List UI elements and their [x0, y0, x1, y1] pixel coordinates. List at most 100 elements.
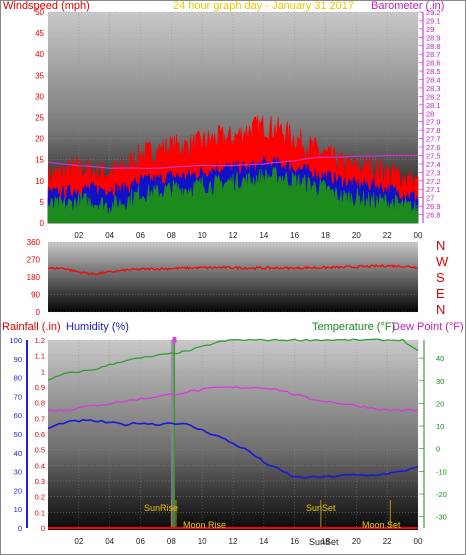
direction-tick-label: 270 — [27, 256, 41, 265]
direction-tick-label: 180 — [27, 273, 41, 282]
temperature-axis-label: Temperature (°F) — [312, 321, 396, 333]
barometer-tick-label: 28 — [426, 109, 434, 118]
wind-x-tick-label: 02 — [74, 231, 83, 240]
wind-x-tick-label: 22 — [383, 231, 392, 240]
wind-tick-label: 15 — [35, 156, 44, 165]
barometer-tick-label: 27.2 — [426, 177, 441, 186]
barometer-tick-label: 28.7 — [426, 50, 441, 59]
barometer-tick-label: 29.1 — [426, 16, 441, 25]
rain-tick-label: 0.8 — [35, 399, 45, 408]
temp-tick-label: -30 — [436, 513, 447, 522]
climate-x-tick-label: 06 — [136, 537, 145, 546]
temp-tick-label: -20 — [436, 490, 447, 499]
humidity-tick-label: 80 — [14, 374, 22, 383]
climate-x-tick-label: 10 — [198, 537, 207, 546]
direction-tick-label: 360 — [27, 238, 41, 247]
wind-x-tick-label: 14 — [259, 231, 268, 240]
direction-s: S — [436, 270, 445, 285]
barometer-tick-label: 26.8 — [426, 211, 441, 220]
wind-tick-label: 10 — [35, 177, 44, 186]
rain-tick-label: 1.1 — [35, 352, 45, 361]
barometer-tick-label: 27.7 — [426, 135, 441, 144]
humidity-tick-label: 10 — [14, 505, 22, 514]
rain-tick-label: 0.2 — [35, 493, 45, 502]
time-cursor-handle — [172, 337, 177, 343]
temperature-line — [47, 338, 419, 381]
humidity-tick-label: 90 — [14, 355, 22, 364]
wind-x-tick-label: 20 — [352, 231, 361, 240]
barometer-line — [47, 154, 419, 170]
wind-x-tick-label: 06 — [136, 231, 145, 240]
barometer-tick-label: 29.2 — [426, 8, 441, 17]
temp-tick-label: 0 — [436, 445, 440, 454]
humidity-tick-label: 0 — [18, 524, 22, 533]
wind-x-tick-label: 04 — [105, 231, 114, 240]
climate-x-tick-label: 14 — [259, 537, 268, 546]
climate-x-tick-label: 00 — [414, 537, 423, 546]
humidity-line — [47, 418, 419, 479]
rain-tick-label: 0.7 — [35, 414, 45, 423]
humidity-tick-label: 40 — [14, 449, 22, 458]
time-cursor-band — [170, 340, 175, 528]
wind-x-tick-label: 00 — [414, 231, 423, 240]
wind-speed-area — [47, 166, 419, 224]
temp-tick-label: 30 — [436, 377, 444, 386]
wind-tick-label: 40 — [35, 50, 44, 59]
barometer-tick-label: 26.9 — [426, 202, 441, 211]
rain-tick-label: 0 — [41, 524, 45, 533]
wind-tick-label: 20 — [35, 135, 44, 144]
barometer-tick-label: 27.4 — [426, 160, 441, 169]
moonrise-label: Moon Rise — [183, 520, 227, 530]
humidity-tick-label: 100 — [9, 336, 22, 345]
wind-tick-label: 0 — [40, 219, 45, 228]
wind-x-tick-label: 08 — [167, 231, 176, 240]
chart-title: 24 hour graph day - January 31 2017 — [173, 0, 355, 12]
climate-x-tick-label: 04 — [105, 537, 114, 546]
rain-tick-label: 0.3 — [35, 477, 45, 486]
rain-tick-label: 0.4 — [35, 461, 45, 470]
wind-tick-label: 25 — [35, 114, 44, 123]
barometer-tick-label: 27.3 — [426, 168, 441, 177]
wind-tick-label: 5 — [40, 198, 45, 207]
wind-tick-label: 50 — [35, 8, 44, 17]
humidity-tick-label: 20 — [14, 486, 22, 495]
chart-marks — [47, 115, 419, 529]
rain-tick-label: 0.9 — [35, 383, 45, 392]
dewpoint-line — [47, 386, 419, 412]
wind-tick-label: 45 — [35, 29, 44, 38]
direction-plot-area — [48, 242, 418, 312]
climate-x-tick-label: 16 — [290, 537, 299, 546]
climate-plot-area — [48, 340, 418, 530]
barometer-tick-label: 27.1 — [426, 185, 441, 194]
barometer-tick-label: 28.6 — [426, 59, 441, 68]
direction-tick-label: 0 — [36, 308, 41, 317]
humidity-tick-label: 70 — [14, 392, 22, 401]
temp-tick-label: 10 — [436, 422, 444, 431]
climate-x-tick-label: 20 — [352, 537, 361, 546]
rain-tick-label: 0.5 — [35, 446, 45, 455]
climate-x-tick-label: 12 — [229, 537, 238, 546]
humidity-tick-label: 30 — [14, 468, 22, 477]
direction-n-bottom: N — [436, 302, 446, 317]
wind-x-tick-label: 10 — [198, 231, 207, 240]
direction-w: W — [436, 254, 449, 269]
moonset-label: Moon Set — [362, 520, 401, 530]
barometer-tick-label: 28.2 — [426, 92, 441, 101]
humidity-tick-label: 50 — [14, 430, 22, 439]
temp-tick-label: 40 — [436, 354, 444, 363]
sunset-axis-label: SunSet — [309, 537, 339, 547]
barometer-tick-label: 27.5 — [426, 151, 441, 160]
sunrise-label: SunRise — [144, 503, 179, 513]
barometer-tick-label: 27.6 — [426, 143, 441, 152]
rain-tick-label: 0.1 — [35, 508, 45, 517]
temp-tick-label: 20 — [436, 399, 444, 408]
sunset-label: SunSet — [306, 503, 336, 513]
direction-tick-label: 90 — [31, 291, 40, 300]
barometer-tick-label: 28.4 — [426, 76, 441, 85]
wind-x-tick-label: 16 — [290, 231, 299, 240]
climate-x-tick-label: 22 — [383, 537, 392, 546]
humidity-tick-label: 60 — [14, 411, 22, 420]
barometer-tick-label: 28.8 — [426, 42, 441, 51]
barometer-tick-label: 27.9 — [426, 118, 441, 127]
